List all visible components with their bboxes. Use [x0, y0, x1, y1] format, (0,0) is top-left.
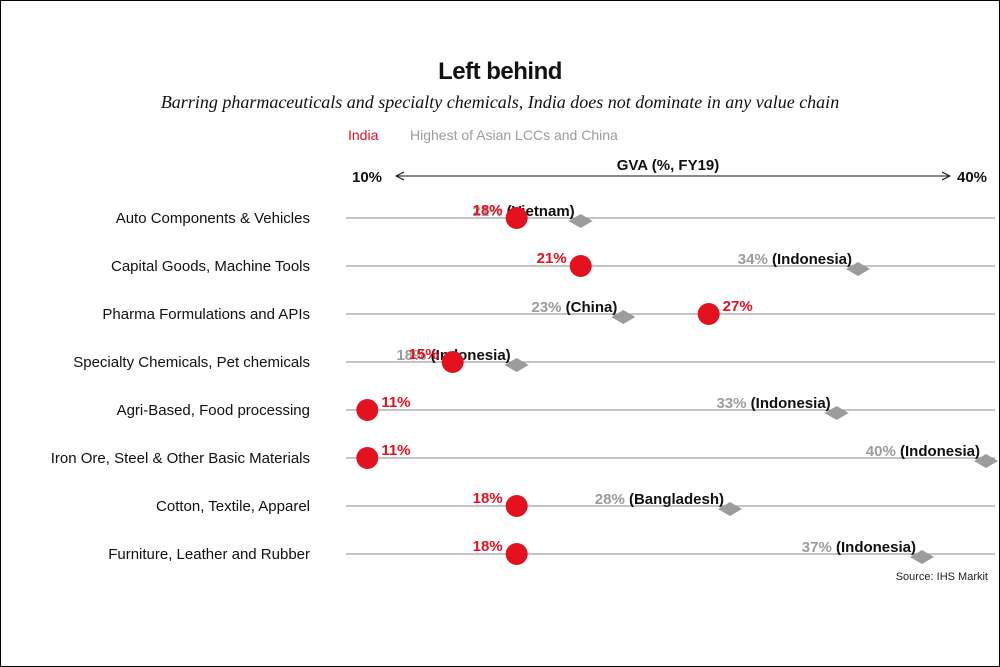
comparator-marker: [910, 550, 934, 564]
chart-title: Left behind: [438, 58, 562, 85]
category-label: Specialty Chemicals, Pet chemicals: [73, 354, 310, 371]
comparator-label: 28% (Bangladesh): [595, 491, 724, 508]
comparator-label: 33% (Indonesia): [716, 395, 830, 412]
comparator-marker: [718, 502, 742, 516]
comparator-marker: [974, 454, 998, 468]
comparator-marker: [846, 262, 870, 276]
axis-max-label: 40%: [957, 169, 987, 186]
category-label: Agri-Based, Food processing: [117, 402, 310, 419]
india-marker: [569, 255, 592, 277]
comparator-marker: [568, 214, 593, 228]
comparator-label: 34% (Indonesia): [738, 251, 852, 268]
category-label: Auto Components & Vehicles: [116, 210, 310, 227]
category-label: Pharma Formulations and APIs: [102, 306, 310, 323]
india-label: 18%: [473, 202, 503, 219]
category-label: Furniture, Leather and Rubber: [108, 546, 310, 563]
india-label: 11%: [381, 442, 410, 459]
india-label: 15%: [409, 346, 439, 363]
comparator-label: 40% (Indonesia): [866, 443, 980, 460]
india-label: 27%: [723, 298, 753, 315]
category-label: Capital Goods, Machine Tools: [111, 258, 310, 275]
comparator-marker: [824, 406, 849, 420]
category-label: Cotton, Textile, Apparel: [156, 498, 310, 515]
india-marker: [356, 447, 379, 469]
comparator-label: 23% (China): [531, 299, 617, 316]
india-label: 21%: [537, 250, 567, 267]
legend-comparator: Highest of Asian LCCs and China: [410, 127, 618, 143]
india-marker: [505, 495, 528, 517]
india-label: 11%: [381, 394, 410, 411]
axis-min-label: 10%: [352, 169, 382, 186]
category-label: Iron Ore, Steel & Other Basic Materials: [51, 450, 310, 467]
source-note: Source: IHS Markit: [895, 571, 988, 583]
comparator-marker: [504, 358, 529, 372]
india-marker: [697, 303, 720, 325]
india-label: 18%: [473, 490, 503, 507]
india-label: 18%: [473, 538, 503, 555]
india-marker: [505, 543, 528, 565]
india-marker: [505, 207, 528, 229]
comparator-label: 37% (Indonesia): [802, 539, 916, 556]
comparator-marker: [611, 310, 636, 324]
chart-subtitle: Barring pharmaceuticals and specialty ch…: [160, 92, 840, 112]
india-marker: [356, 399, 379, 421]
india-marker: [441, 351, 464, 373]
axis-title: GVA (%, FY19): [617, 157, 720, 174]
legend-india: India: [348, 127, 379, 143]
